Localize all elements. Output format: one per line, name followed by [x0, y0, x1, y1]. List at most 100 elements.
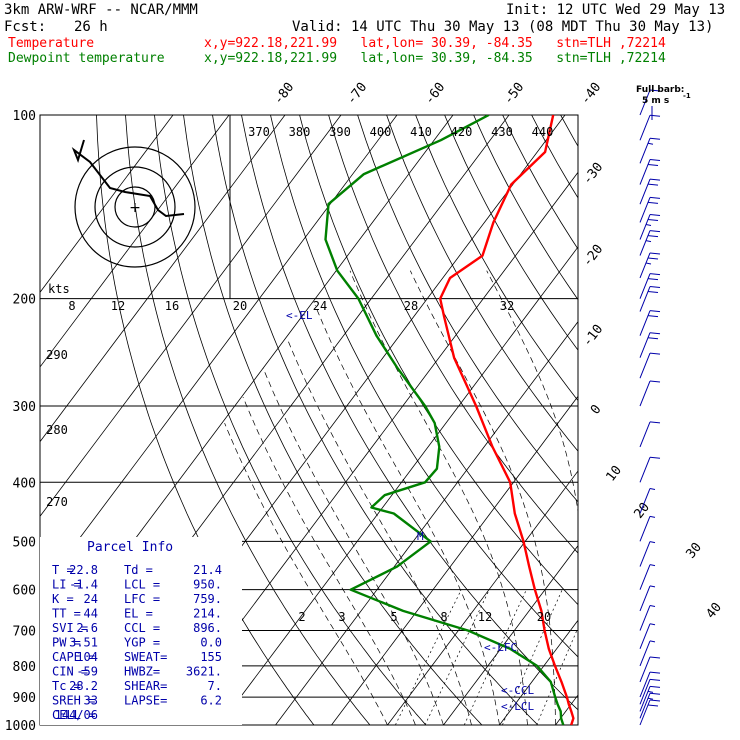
wind-barb-flag [649, 89, 661, 92]
dry-adiabat-line [183, 115, 483, 725]
wind-barb-flag [647, 315, 659, 318]
level-marker: <-LFC [484, 641, 517, 654]
isotherm-tick-label: -60 [422, 80, 448, 108]
wind-barb-staff [639, 623, 651, 649]
isotherm-line [555, 694, 578, 725]
wind-barb-staff [639, 541, 651, 567]
wind-barb-staff [639, 380, 651, 407]
pressure-tick-label: 400 [13, 476, 36, 491]
moist-adiabat-line [640, 271, 677, 725]
parcel-info-cell: SREH = [52, 694, 95, 708]
hodograph-ring-label: 24 [313, 299, 327, 313]
hodograph-ring [114, 186, 156, 228]
wind-barb [639, 541, 656, 567]
wind-barb-half [645, 240, 652, 243]
wind-barb-flag [649, 310, 661, 313]
wind-barb-flag [647, 291, 659, 294]
wind-barb [639, 178, 661, 205]
parcel-info-cell: LAPSE= [124, 694, 167, 708]
wind-barb-half [647, 142, 654, 145]
mixing-ratio-tick-label: 12 [478, 610, 492, 624]
wind-barb-staff [639, 671, 651, 698]
wind-barbs [639, 89, 661, 726]
barb-legend-superscript: -1 [683, 92, 691, 100]
wind-barb [639, 114, 661, 141]
isotherm-tick-label: 40 [704, 600, 725, 622]
moist-adiabat-line [314, 305, 500, 725]
pressure-tick-label: 900 [13, 691, 36, 706]
wind-barb-staff [639, 178, 651, 205]
moist-adiabat-line [224, 422, 388, 725]
wind-barb [639, 252, 661, 279]
level-marker: <-EL [286, 309, 313, 322]
parcel-info-cell: SWEAT= [124, 650, 167, 664]
parcel-info-cell: LCL = [124, 578, 160, 592]
isotherm-line [331, 395, 578, 725]
parcel-info-cell: 0.0 [200, 636, 222, 650]
wind-barb-staff [639, 656, 651, 683]
wind-barb-half [647, 690, 654, 693]
hodograph-ring-label: 20 [233, 299, 247, 313]
wind-barb [639, 487, 656, 514]
hodograph-ring-label: 12 [111, 299, 125, 313]
wind-barb-flag [649, 656, 661, 659]
isotherm-tick-label: 0 [588, 402, 605, 417]
wind-barb-flag [649, 159, 661, 162]
mixing-ratio-line [395, 589, 462, 725]
theta-tick-label: 380 [289, 125, 311, 139]
isotherm-line [724, 115, 740, 725]
mixing-ratio-tick-label: 20 [537, 610, 551, 624]
wind-barb-flag [649, 286, 661, 289]
parcel-info-cell: 896. [193, 621, 222, 635]
wind-barb [639, 692, 661, 719]
pressure-tick-label: 200 [13, 293, 36, 308]
parcel-info-cell: SVI = [52, 621, 88, 635]
wind-barb [639, 310, 661, 336]
wind-barb-flag [649, 671, 661, 674]
isotherm-tick-label: 10 [604, 463, 625, 485]
wind-barb-staff [639, 197, 651, 223]
parcel-info-cell: T = [52, 563, 74, 577]
parcel-info-cell: 6.2 [200, 694, 222, 708]
wind-barb-staff [639, 138, 651, 164]
pressure-tick-label: 800 [13, 660, 36, 675]
wind-barb [639, 273, 661, 299]
wind-barb [639, 671, 661, 698]
theta-tick-label: 280 [46, 423, 68, 437]
isotherm-line [40, 115, 342, 517]
pressure-tick-label: 700 [13, 625, 36, 640]
wind-barb [639, 159, 661, 185]
legend-temperature-label: Temperature [8, 36, 95, 51]
parcel-info-table: T =22.8 Td = 21.4 LI =-1.4 LCL = 950. K = 24 LFC… [52, 563, 222, 722]
parcel-info-cell: CCL = [124, 621, 160, 635]
hodograph-ring-label: 8 [68, 299, 75, 313]
parcel-info-cell: TT = [52, 607, 81, 621]
mixing-ratio-line [582, 590, 637, 725]
parcel-info-cell: 144/06 [55, 708, 98, 722]
wind-barb [639, 286, 661, 312]
wind-barb-half [649, 640, 656, 643]
forecast-hour: 26 h [74, 19, 108, 35]
wind-barb-staff [639, 230, 651, 256]
moist-adiabat-line [262, 367, 444, 725]
wind-barb-half [649, 541, 656, 544]
wind-barb-staff [639, 457, 651, 483]
theta-tick-label: 270 [46, 495, 68, 509]
wind-barb-flag [649, 214, 661, 217]
dry-adiabat-line [357, 115, 578, 503]
parcel-info-cell: CIN = [52, 665, 88, 679]
wind-barb-staff [639, 693, 651, 719]
plot-frame [39, 114, 579, 726]
wind-barb-half [645, 224, 652, 227]
parcel-info-cell: LI = [52, 578, 81, 592]
parcel-info-cell: 3621. [186, 665, 222, 679]
pressure-tick-label: 100 [13, 109, 36, 124]
moist-adiabat-line [349, 270, 528, 725]
isotherm-line [40, 115, 398, 592]
parcel-info-cell: Tc = [52, 679, 81, 693]
legend-temperature-info: x,y=922.18,221.99 lat,lon= 30.39, -84.35… [204, 36, 666, 51]
theta-tick-label: 440 [532, 125, 554, 139]
wind-barb [639, 640, 656, 667]
wind-barb [639, 515, 656, 542]
